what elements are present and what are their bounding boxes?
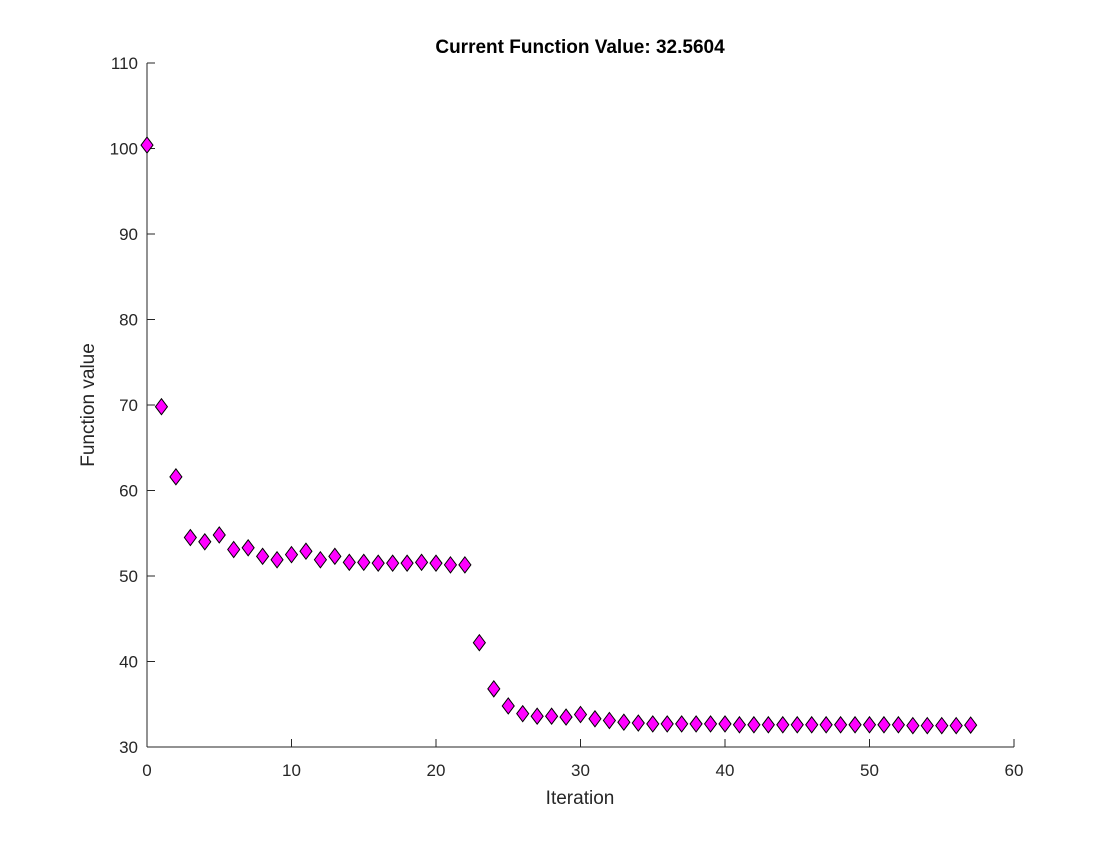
data-point-marker: [675, 715, 689, 733]
y-tick-label: 80: [119, 311, 138, 330]
data-point-marker: [501, 697, 515, 715]
data-point-marker: [949, 716, 963, 735]
x-tick-label: 30: [571, 761, 590, 780]
data-point-marker: [154, 397, 169, 416]
data-point-marker: [255, 547, 270, 566]
x-tick-label: 10: [282, 761, 301, 780]
data-point-marker: [689, 715, 703, 733]
data-point-marker: [732, 715, 747, 734]
data-point-marker: [313, 550, 328, 569]
data-point-marker: [776, 715, 790, 734]
y-tick-label: 110: [111, 54, 138, 73]
data-point-marker: [964, 716, 978, 734]
data-point-marker: [371, 554, 385, 573]
data-point-marker: [848, 715, 862, 734]
data-point-marker: [342, 553, 356, 572]
data-point-marker: [718, 715, 732, 733]
x-axis-label: Iteration: [546, 788, 615, 809]
data-point-marker: [227, 540, 241, 559]
y-tick-label: 40: [119, 653, 138, 672]
data-point-marker: [284, 545, 299, 564]
data-point-marker: [270, 550, 284, 569]
data-point-marker: [805, 715, 819, 734]
y-tick-label: 50: [119, 567, 138, 586]
data-point-marker: [703, 715, 718, 733]
data-point-marker: [819, 715, 833, 734]
data-point-marker: [328, 547, 342, 566]
data-point-marker: [458, 556, 472, 574]
x-tick-label: 20: [427, 761, 446, 780]
axes: 0 10 20 30 40 50 60 30 40 50 60 70 80 90 100 110: [110, 54, 1024, 780]
data-point-marker: [487, 680, 501, 698]
y-tick-label: 90: [119, 225, 138, 244]
x-tick-label: 0: [142, 761, 151, 780]
data-point-marker: [747, 715, 761, 734]
data-point-marker: [530, 707, 544, 726]
data-point-marker: [386, 554, 400, 573]
data-point-marker: [357, 553, 371, 572]
data-point-marker: [559, 708, 573, 726]
data-point-marker: [140, 136, 154, 154]
data-points: [140, 136, 978, 735]
data-point-marker: [617, 713, 631, 732]
data-point-marker: [573, 705, 588, 724]
y-tick-label: 30: [119, 738, 138, 757]
data-point-marker: [241, 538, 255, 557]
data-point-marker: [183, 528, 197, 547]
data-point-marker: [414, 553, 429, 572]
data-point-marker: [833, 715, 848, 734]
data-point-marker: [862, 715, 877, 734]
data-point-marker: [443, 556, 458, 574]
data-point-marker: [920, 716, 934, 735]
x-tick-label: 50: [860, 761, 879, 780]
data-point-marker: [631, 714, 645, 732]
x-tick-label: 60: [1005, 761, 1024, 780]
data-point-marker: [544, 707, 559, 726]
data-point-marker: [588, 709, 602, 728]
x-tick-label: 40: [716, 761, 735, 780]
y-tick-label: 60: [119, 482, 138, 501]
data-point-marker: [877, 715, 891, 734]
y-axis-label: Function value: [78, 343, 99, 467]
y-tick-label: 100: [110, 140, 138, 159]
data-point-marker: [906, 716, 920, 735]
data-point-marker: [429, 554, 443, 573]
y-tick-label: 70: [119, 396, 138, 415]
data-point-marker: [790, 715, 804, 734]
data-point-marker: [516, 704, 530, 723]
data-point-marker: [169, 467, 183, 486]
data-point-marker: [935, 716, 949, 735]
data-point-marker: [761, 715, 775, 734]
data-point-marker: [660, 715, 674, 733]
data-point-marker: [646, 715, 660, 733]
data-point-marker: [891, 715, 906, 734]
data-point-marker: [400, 554, 414, 573]
data-point-marker: [299, 542, 313, 561]
data-point-marker: [198, 532, 212, 551]
chart-title: Current Function Value: 32.5604: [435, 37, 725, 58]
data-point-marker: [602, 711, 617, 730]
data-point-marker: [212, 526, 226, 544]
data-point-marker: [472, 633, 486, 652]
